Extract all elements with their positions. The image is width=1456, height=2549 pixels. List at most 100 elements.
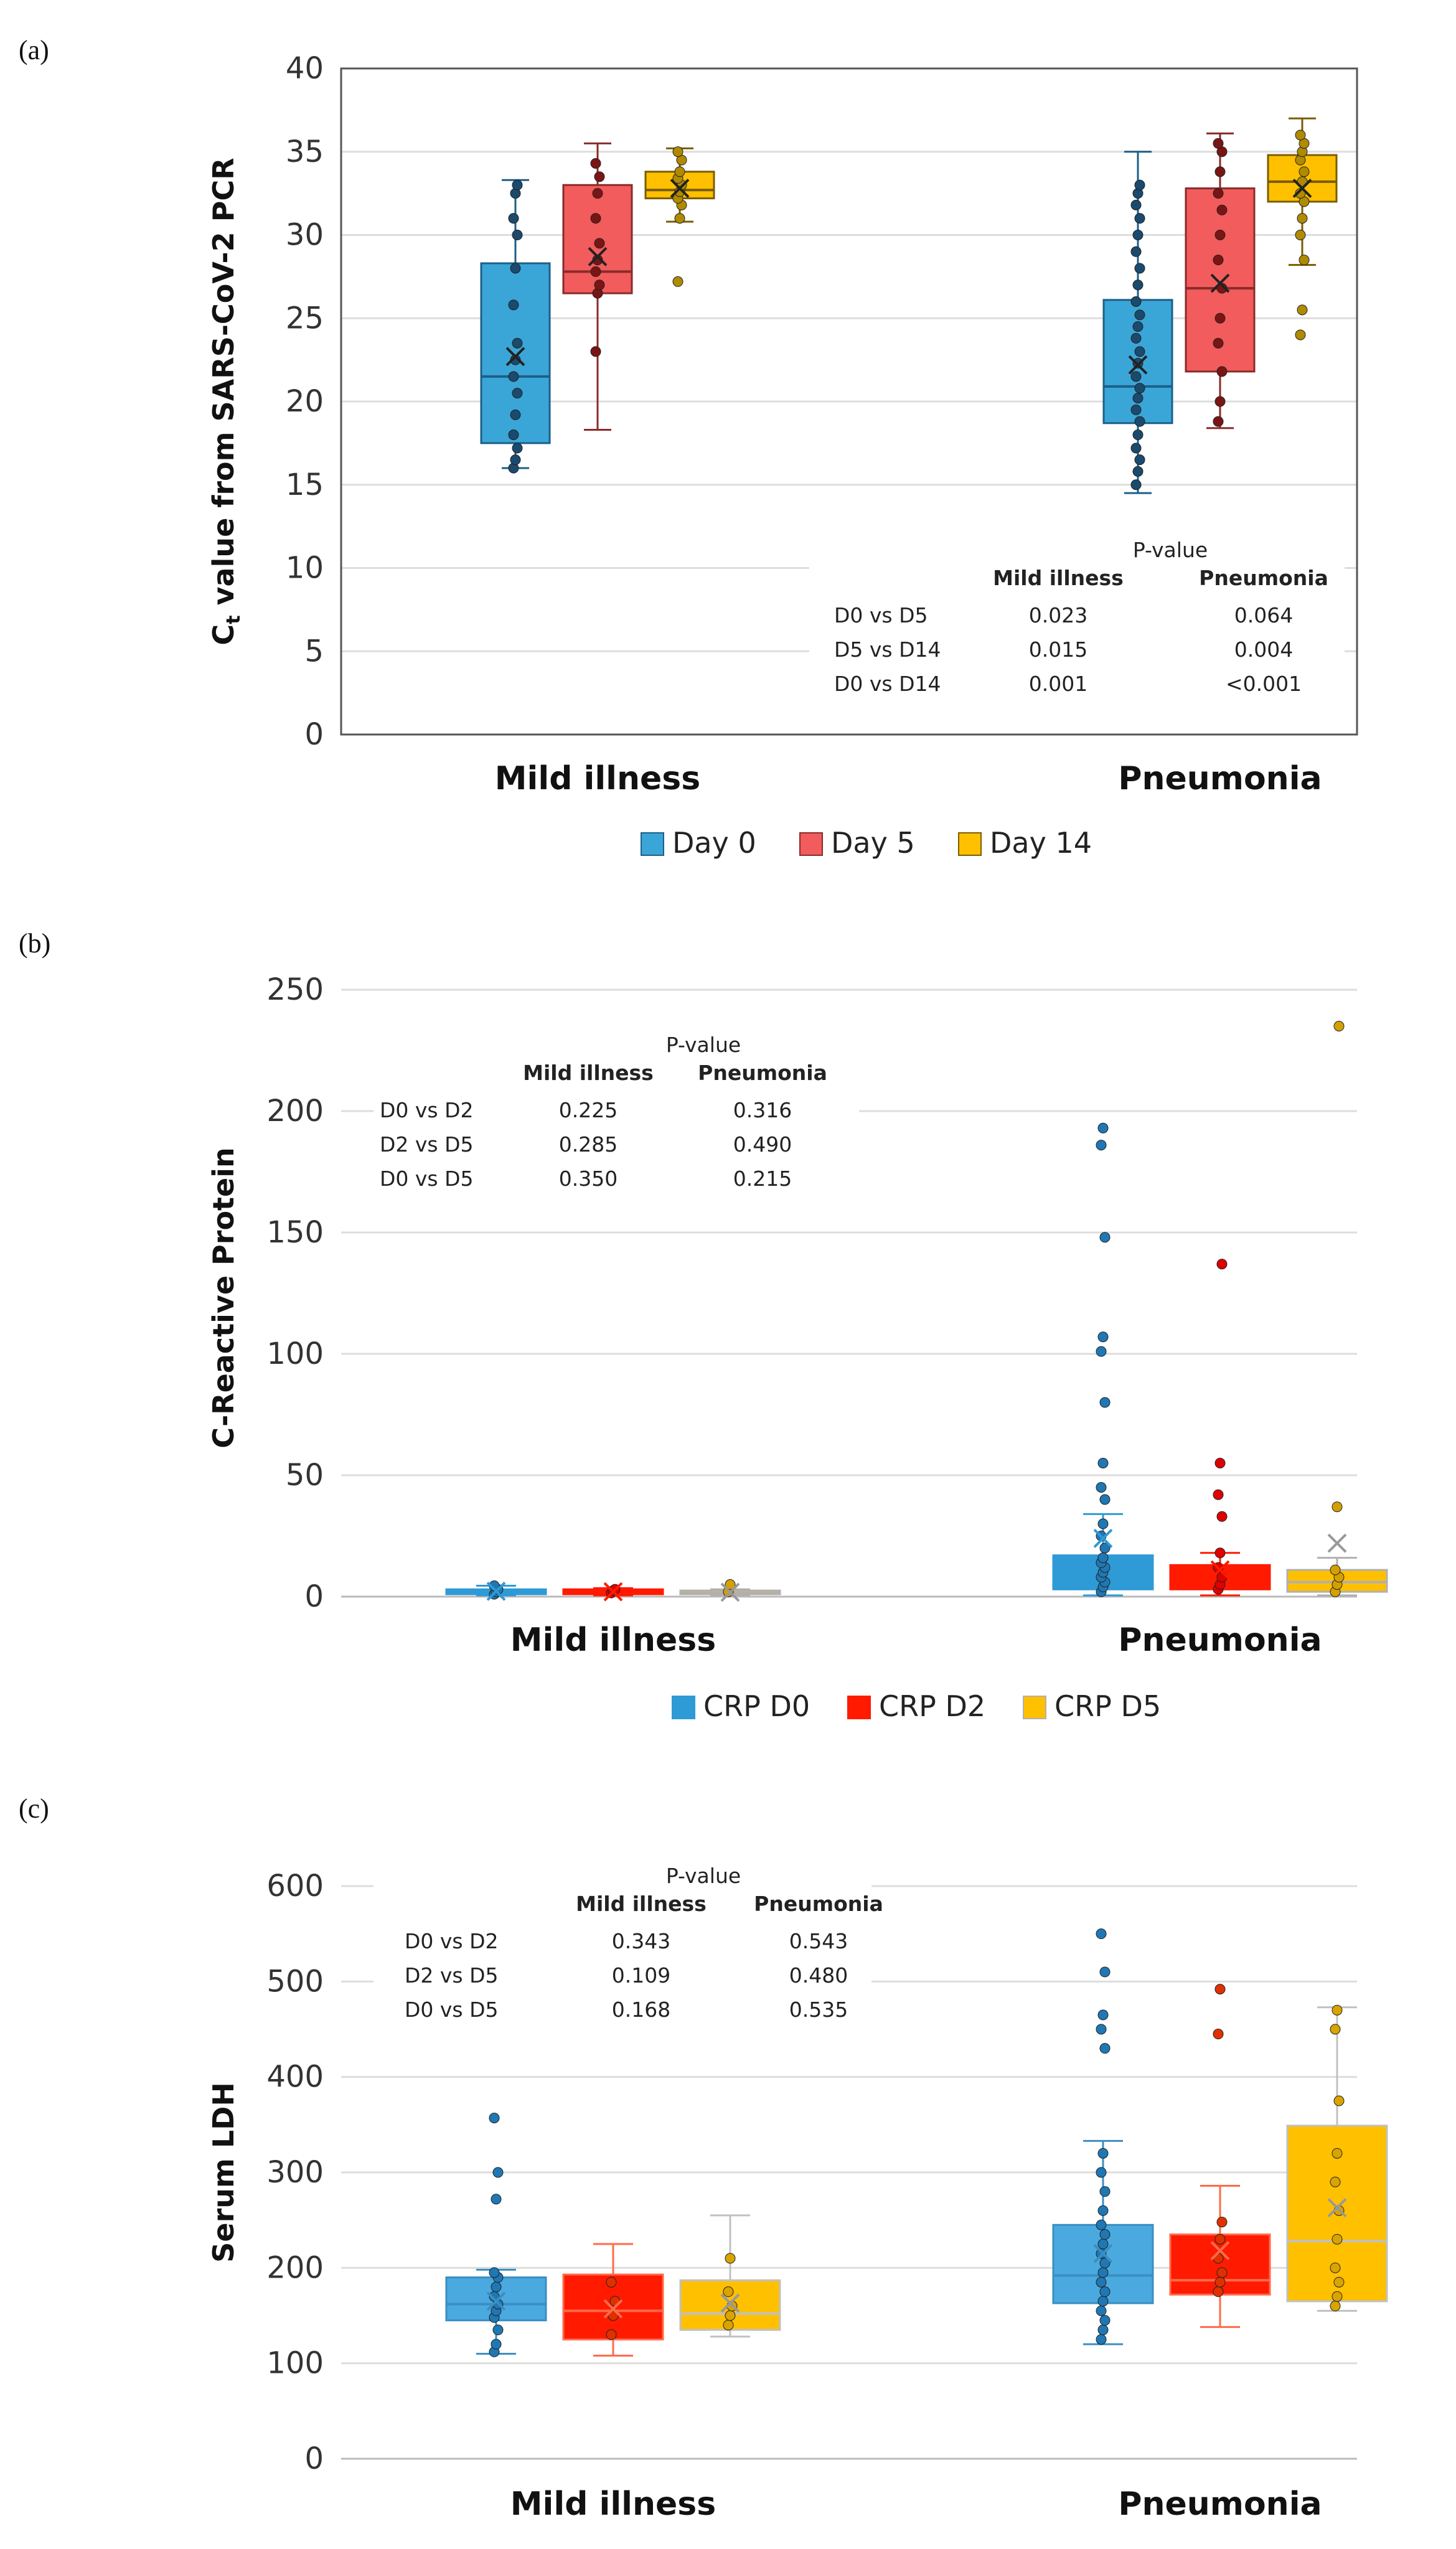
data-point bbox=[1096, 2334, 1107, 2345]
data-point bbox=[1099, 1494, 1111, 1505]
mean-marker bbox=[1093, 1528, 1113, 1548]
pvalue-pneumonia: 0.490 bbox=[733, 1132, 792, 1157]
y-tick-label: 30 bbox=[286, 218, 324, 253]
data-point bbox=[1096, 2167, 1107, 2178]
y-tick-label: 10 bbox=[286, 551, 324, 586]
data-point bbox=[1214, 1458, 1226, 1468]
data-point bbox=[1130, 246, 1142, 257]
data-point bbox=[1333, 2095, 1345, 2106]
data-point bbox=[1096, 1346, 1107, 1357]
data-point bbox=[510, 409, 521, 420]
box-d0 bbox=[445, 2113, 547, 2357]
data-point bbox=[489, 2113, 500, 2124]
y-tick-label: 400 bbox=[266, 2060, 324, 2095]
mean-marker bbox=[1093, 2243, 1113, 2263]
data-point bbox=[1214, 1547, 1226, 1559]
data-point bbox=[1214, 1984, 1226, 1995]
legend-label: CRP D5 bbox=[1054, 1689, 1161, 1723]
data-point bbox=[512, 179, 523, 190]
data-point bbox=[594, 238, 605, 249]
y-axis-label: Ct value from SARS-CoV-2 PCR bbox=[207, 157, 245, 645]
pvalue-mild: 0.225 bbox=[559, 1098, 618, 1122]
mean-marker bbox=[603, 2299, 623, 2319]
box-day-14 bbox=[644, 146, 715, 287]
data-point bbox=[1214, 2276, 1226, 2288]
legend-swatch bbox=[958, 832, 982, 856]
chart-panel-3: (c) 0 100 200 300 400 500 600 Serum LDH Mild illn… bbox=[19, 1793, 1388, 2523]
data-point bbox=[1299, 166, 1310, 177]
data-point bbox=[1132, 393, 1144, 404]
data-point bbox=[1099, 2043, 1111, 2054]
pvalue-table-background bbox=[373, 1864, 871, 2039]
pvalue-table-title: P-value bbox=[666, 1864, 741, 1888]
mean-marker bbox=[670, 179, 690, 199]
data-point bbox=[1096, 2219, 1107, 2230]
data-point bbox=[1132, 466, 1144, 477]
data-point bbox=[1097, 2238, 1109, 2250]
legend-swatch bbox=[799, 832, 823, 856]
x-category-label: Mild illness bbox=[510, 1622, 716, 1659]
data-point bbox=[590, 266, 601, 277]
pvalue-mild: 0.109 bbox=[612, 1963, 670, 1988]
data-point bbox=[672, 146, 683, 157]
data-point bbox=[1099, 2286, 1111, 2298]
pvalue-pneumonia: 0.064 bbox=[1234, 603, 1293, 627]
data-point bbox=[1099, 1232, 1111, 1243]
pvalue-table-title: P-value bbox=[666, 1033, 741, 1057]
y-axis-label: Serum LDH bbox=[207, 2082, 240, 2263]
pvalue-pneumonia: <0.001 bbox=[1226, 672, 1302, 696]
data-point bbox=[1097, 1458, 1109, 1468]
legend-swatch bbox=[847, 1696, 871, 1719]
data-point bbox=[1216, 1511, 1228, 1522]
data-point bbox=[1214, 312, 1226, 324]
chart-panel-2: (b) 0 50 100 150 200 250 C-Reactive Protein Mild… bbox=[19, 928, 1388, 1723]
data-point bbox=[592, 188, 603, 199]
data-point bbox=[672, 276, 683, 287]
pvalue-row-label: D0 vs D5 bbox=[834, 603, 928, 627]
data-point bbox=[606, 2329, 617, 2340]
data-point bbox=[1297, 213, 1308, 224]
data-point bbox=[508, 213, 519, 224]
box-day-0 bbox=[1102, 151, 1173, 494]
data-point bbox=[491, 2339, 502, 2350]
data-point bbox=[508, 430, 519, 440]
data-point bbox=[1130, 404, 1142, 415]
mean-marker bbox=[720, 2293, 740, 2313]
data-point bbox=[725, 2310, 736, 2321]
data-point bbox=[594, 279, 605, 291]
mean-marker bbox=[1128, 355, 1148, 375]
data-point bbox=[1214, 166, 1226, 177]
legend-label: CRP D0 bbox=[703, 1689, 810, 1723]
data-point bbox=[1096, 1928, 1107, 1940]
y-tick-label: 500 bbox=[266, 1964, 324, 1999]
data-point bbox=[723, 2319, 734, 2331]
legend-entry: Day 5 bbox=[799, 826, 915, 860]
legend-label: Day 14 bbox=[990, 826, 1092, 860]
mean-marker bbox=[1327, 2198, 1347, 2218]
data-point bbox=[725, 1579, 736, 1590]
y-axis-label-main: C bbox=[207, 624, 240, 645]
pvalue-row-label: D0 vs D14 bbox=[834, 672, 941, 696]
pvalue-pneumonia: 0.535 bbox=[789, 1997, 848, 2022]
y-tick-label: 40 bbox=[286, 51, 324, 86]
mean-marker bbox=[1210, 273, 1230, 293]
data-point bbox=[1216, 283, 1228, 294]
y-tick-label: 100 bbox=[266, 2346, 324, 2381]
pvalue-table-background bbox=[373, 1033, 859, 1208]
pvalue-pneumonia: 0.215 bbox=[733, 1167, 792, 1191]
data-point bbox=[1295, 230, 1306, 240]
data-point bbox=[1213, 138, 1224, 149]
data-point bbox=[1213, 416, 1224, 427]
box-d5 bbox=[1286, 2004, 1388, 2312]
data-point bbox=[1333, 2276, 1345, 2288]
data-point bbox=[508, 371, 519, 382]
legend-entry: CRP D5 bbox=[1023, 1689, 1161, 1723]
x-category-label: Pneumonia bbox=[1118, 1622, 1322, 1659]
data-point bbox=[1299, 255, 1310, 266]
data-point bbox=[1097, 1552, 1109, 1564]
data-point bbox=[1330, 2262, 1341, 2273]
panel-label: (a) bbox=[19, 35, 49, 65]
data-point bbox=[1213, 255, 1224, 266]
y-tick-label: 15 bbox=[286, 467, 324, 502]
data-point bbox=[1295, 188, 1306, 199]
